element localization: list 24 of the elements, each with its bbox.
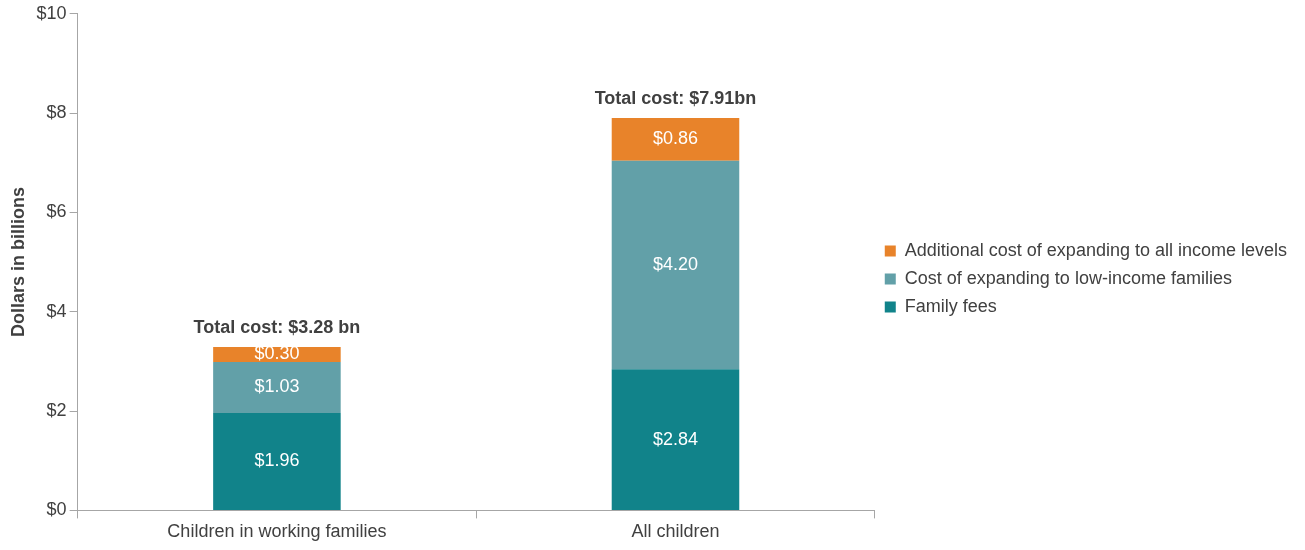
data-label: $0.86: [652, 128, 699, 149]
y-tick-label: $4: [46, 300, 67, 321]
y-tick-label: $6: [46, 201, 67, 222]
x-tick-label: Children in working families: [167, 521, 387, 542]
data-label: $1.03: [254, 376, 300, 397]
x-tick-label: All children: [631, 521, 720, 542]
legend-label: Additional cost of expanding to all income levels: [904, 239, 1288, 260]
bar: [213, 361, 341, 414]
bar: [611, 118, 740, 161]
total-label: Total cost: $7.91bn: [594, 88, 757, 109]
bar: [213, 413, 341, 510]
y-axis-title: Dollars in billions: [7, 187, 28, 338]
y-tick-label: $0: [46, 499, 67, 520]
legend-label: Cost of expanding to low-income families: [904, 267, 1232, 288]
bar: [611, 369, 740, 510]
data-label: $1.96: [254, 450, 300, 471]
y-tick-label: $8: [46, 102, 67, 123]
total-label: Total cost: $3.28 bn: [193, 316, 361, 337]
data-label: $2.84: [652, 428, 699, 449]
y-tick-label: $10: [36, 2, 67, 23]
legend-label: Family fees: [904, 295, 997, 316]
data-label: $4.20: [652, 254, 699, 275]
bar: [611, 160, 740, 370]
y-tick-label: $2: [46, 400, 67, 421]
